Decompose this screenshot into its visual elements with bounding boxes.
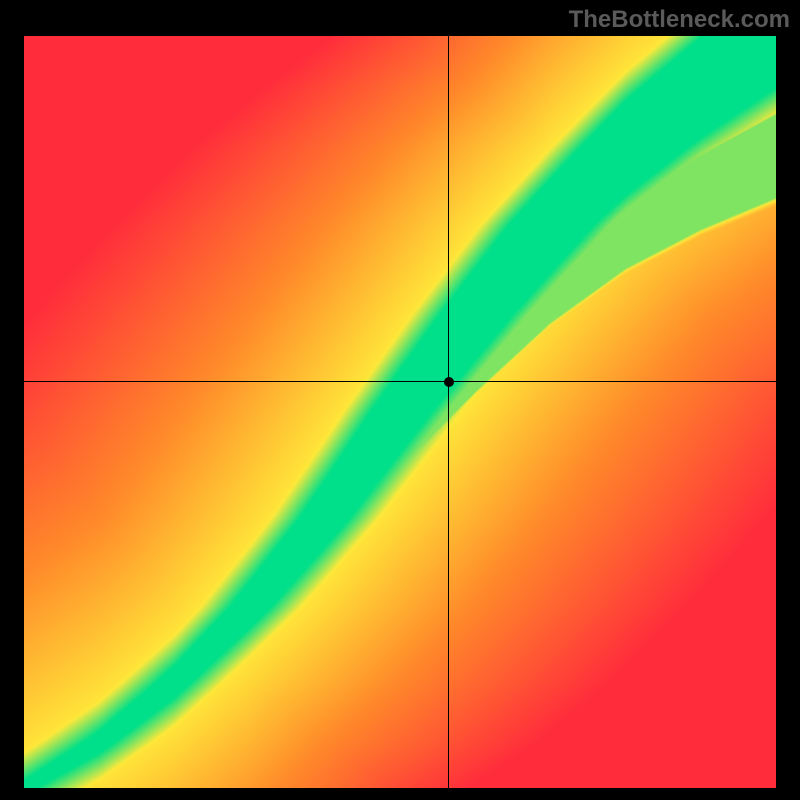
crosshair-horizontal [24, 381, 776, 382]
plot-frame [24, 36, 776, 788]
selection-marker [444, 377, 454, 387]
watermark-text: TheBottleneck.com [569, 6, 790, 34]
bottleneck-heatmap [24, 36, 776, 788]
crosshair-vertical [448, 36, 449, 788]
